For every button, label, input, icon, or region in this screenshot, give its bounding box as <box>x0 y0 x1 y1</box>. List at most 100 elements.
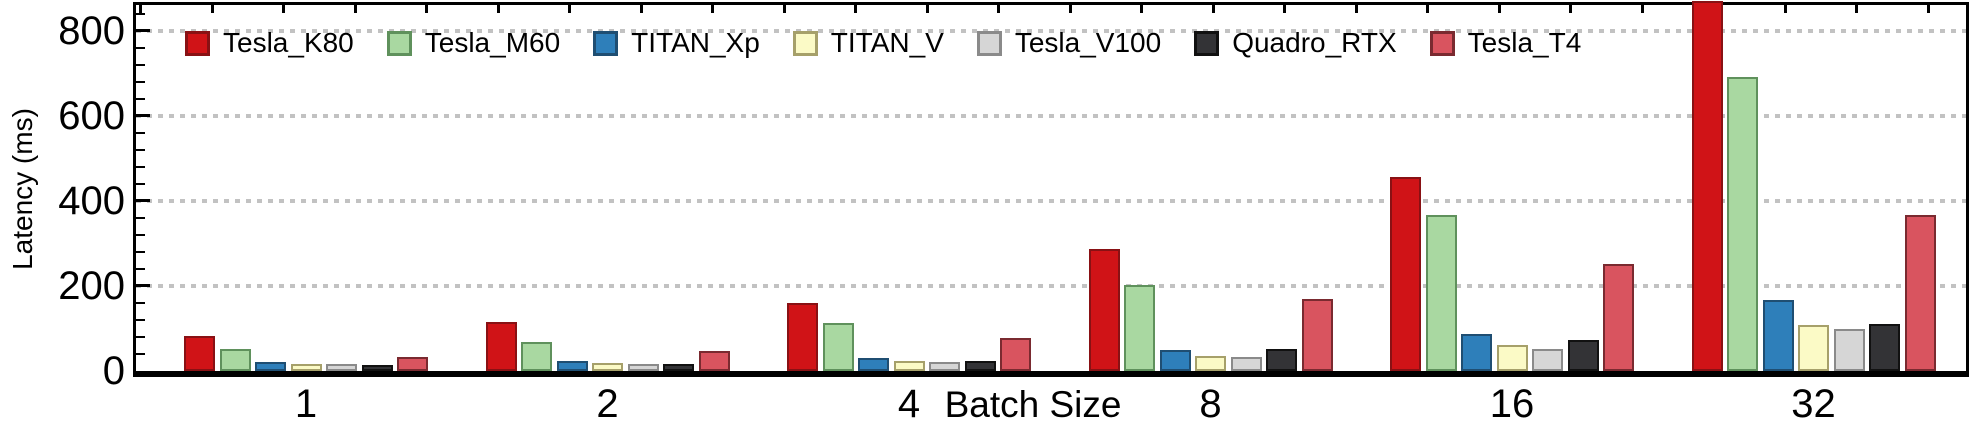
top-axis-tick <box>282 5 285 13</box>
top-axis-tick <box>1212 5 1215 13</box>
bar-Quadro_RTX-batch-8 <box>1266 348 1297 371</box>
bar-Tesla_K80-batch-32 <box>1691 0 1723 371</box>
legend-label-Tesla_V100: Tesla_V100 <box>1014 27 1162 58</box>
legend-item-Quadro_RTX: Quadro_RTX <box>1194 27 1397 58</box>
bar-Tesla_V100-batch-32 <box>1833 329 1865 371</box>
legend-item-Tesla_V100: Tesla_V100 <box>976 27 1162 58</box>
legend-item-Tesla_K80: Tesla_K80 <box>185 29 354 57</box>
gridline-600 <box>136 113 1966 118</box>
y-minor-tick-360 <box>136 216 145 219</box>
y-minor-tick-440 <box>136 182 145 185</box>
bar-Tesla_T4-batch-2 <box>698 351 730 371</box>
top-axis-tick <box>1498 5 1501 13</box>
bar-Quadro_RTX-batch-1 <box>361 364 393 371</box>
top-axis-tick <box>1641 5 1644 13</box>
bar-Tesla_M60-batch-4 <box>822 323 854 371</box>
y-major-tick-400 <box>136 199 150 203</box>
gridline-200 <box>136 283 1966 288</box>
legend-swatch-TITAN_V <box>792 30 818 56</box>
x-tick-label-8: 8 <box>1199 382 1222 426</box>
bar-Quadro_RTX-batch-16 <box>1567 339 1599 371</box>
y-minor-tick-840 <box>136 12 145 15</box>
x-tick-label-2: 2 <box>596 382 619 426</box>
top-axis-tick <box>1927 5 1930 13</box>
y-minor-tick-160 <box>136 301 145 304</box>
legend-label-Quadro_RTX: Quadro_RTX <box>1232 27 1397 58</box>
bar-Tesla_V100-batch-2 <box>627 363 659 371</box>
bar-Tesla_T4-batch-16 <box>1603 264 1634 371</box>
y-minor-tick-120 <box>136 318 145 321</box>
bar-TITAN_Xp-batch-1 <box>255 362 286 371</box>
bar-Tesla_T4-batch-32 <box>1904 214 1936 371</box>
bar-TITAN_V-batch-8 <box>1195 355 1226 371</box>
bar-Tesla_M60-batch-32 <box>1727 77 1758 371</box>
legend-swatch-Tesla_V100 <box>976 30 1002 56</box>
legend-swatch-Tesla_K80 <box>185 30 210 56</box>
top-axis-tick <box>1283 5 1286 13</box>
bar-Tesla_K80-batch-8 <box>1088 249 1120 371</box>
bar-Tesla_T4-batch-1 <box>397 356 428 371</box>
bar-Tesla_M60-batch-1 <box>219 349 251 371</box>
top-axis-tick <box>1140 5 1143 13</box>
top-axis-tick <box>1355 5 1358 13</box>
gridline-800 <box>136 28 1966 33</box>
legend-item-TITAN_V: TITAN_V <box>792 27 944 58</box>
bar-TITAN_V-batch-1 <box>290 363 322 371</box>
bar-TITAN_V-batch-32 <box>1798 325 1829 371</box>
top-axis-tick <box>568 5 571 13</box>
top-axis-tick <box>139 5 142 13</box>
top-axis-tick <box>640 5 643 13</box>
bar-Tesla_M60-batch-8 <box>1124 285 1155 371</box>
top-axis-tick <box>425 5 428 13</box>
bar-TITAN_V-batch-2 <box>592 362 623 371</box>
y-minor-tick-80 <box>136 335 145 338</box>
top-axis-tick <box>1569 5 1572 13</box>
x-tick-label-32: 32 <box>1791 382 1836 426</box>
legend-swatch-Quadro_RTX <box>1194 30 1220 56</box>
x-tick-label-16: 16 <box>1489 382 1535 426</box>
bar-TITAN_Xp-batch-2 <box>556 361 588 371</box>
y-tick-label-400: 400 <box>58 178 125 223</box>
bar-TITAN_V-batch-4 <box>893 361 925 371</box>
y-minor-tick-680 <box>136 80 145 83</box>
y-tick-label-200: 200 <box>58 263 125 308</box>
y-minor-tick-760 <box>136 46 145 49</box>
legend: Tesla_K80 Tesla_M60 TITAN_Xp TITAN_V Tesla_V… <box>185 29 1581 57</box>
y-minor-tick-480 <box>136 165 145 168</box>
top-axis-tick <box>711 5 714 13</box>
top-axis-tick <box>497 5 500 13</box>
top-axis-tick <box>354 5 357 13</box>
bar-Quadro_RTX-batch-2 <box>663 364 694 371</box>
bar-TITAN_Xp-batch-4 <box>858 358 889 371</box>
bar-Tesla_M60-batch-2 <box>521 341 552 371</box>
bar-TITAN_V-batch-16 <box>1496 345 1528 371</box>
bar-Tesla_T4-batch-4 <box>1000 338 1031 371</box>
y-minor-tick-280 <box>136 250 145 253</box>
y-minor-tick-640 <box>136 97 145 100</box>
bar-Tesla_M60-batch-16 <box>1425 215 1457 371</box>
plot-inner: Tesla_K80 Tesla_M60 TITAN_Xp TITAN_V Tesla_V… <box>136 0 1966 371</box>
y-minor-tick-40 <box>136 352 145 355</box>
y-minor-tick-560 <box>136 131 145 134</box>
x-tick-label-4: 4 <box>897 382 921 426</box>
top-axis-tick <box>1855 5 1858 13</box>
bar-Tesla_V100-batch-1 <box>326 364 357 371</box>
x-axis-title: Batch Size <box>944 384 1122 425</box>
top-axis-tick <box>1784 5 1787 13</box>
legend-label-Tesla_M60: Tesla_M60 <box>424 27 561 58</box>
y-major-tick-600 <box>136 114 150 118</box>
legend-item-Tesla_M60: Tesla_M60 <box>386 27 561 58</box>
top-axis-tick <box>1069 5 1072 13</box>
bar-Tesla_V100-batch-16 <box>1532 348 1563 371</box>
y-tick-label-800: 800 <box>58 8 125 53</box>
bar-TITAN_Xp-batch-8 <box>1159 349 1191 371</box>
top-axis-tick <box>211 5 214 13</box>
legend-label-TITAN_V: TITAN_V <box>830 27 944 58</box>
top-axis-tick <box>997 5 1000 13</box>
x-tick-label-1: 1 <box>294 382 318 426</box>
y-major-tick-200 <box>136 284 150 288</box>
top-axis-tick <box>854 5 857 13</box>
legend-swatch-TITAN_Xp <box>593 30 619 56</box>
top-axis-tick <box>926 5 929 13</box>
legend-item-Tesla_T4: Tesla_T4 <box>1429 29 1581 57</box>
